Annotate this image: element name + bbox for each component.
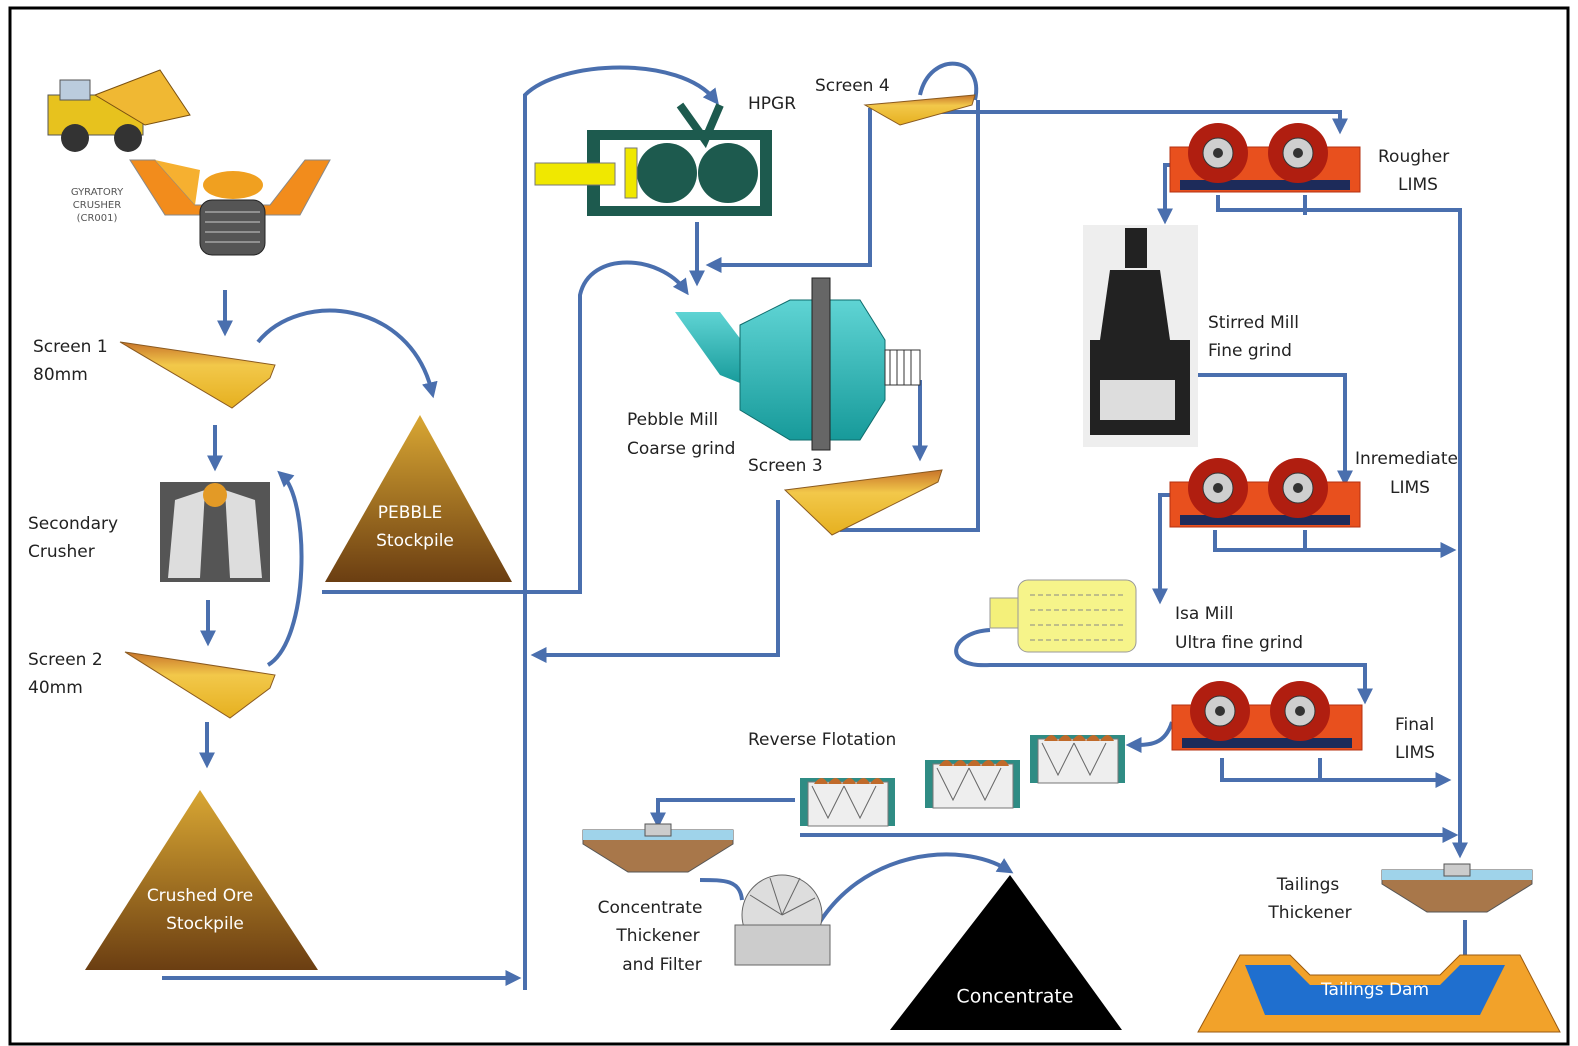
truck: [48, 70, 190, 152]
label: LIMS: [1398, 175, 1438, 195]
isa-mill: [990, 580, 1136, 652]
label: Concentrate: [598, 898, 703, 918]
truck-part: [61, 124, 89, 152]
label: Thickener: [615, 926, 699, 946]
hpgr-part: [625, 148, 637, 198]
pebble-mill-part: [812, 278, 830, 450]
screen-3: [785, 470, 942, 535]
label: HPGR: [748, 94, 796, 114]
hpgr-part: [698, 143, 758, 203]
flow-lines-part: [935, 112, 1340, 128]
label: Screen 1: [33, 337, 108, 357]
flow-lines-part: [700, 880, 742, 900]
label: (CR001): [77, 213, 118, 224]
label: Coarse grind: [627, 439, 735, 459]
process-flow-diagram: GYRATORY CRUSHER (CR001) Screen 1 80mm S…: [0, 0, 1578, 1046]
tailings-thickener: [1382, 864, 1532, 912]
hpgr-part: [637, 143, 697, 203]
intermediate-lims: [1170, 458, 1360, 527]
flotation-cell: [1030, 735, 1125, 783]
final-lims: [1172, 681, 1362, 750]
stirred-mill-part: [1125, 228, 1147, 268]
label: Screen 4: [815, 76, 890, 96]
label: 80mm: [33, 365, 88, 385]
flow-lines-part: [258, 311, 432, 392]
label: LIMS: [1395, 743, 1435, 763]
label: Final: [1395, 715, 1434, 735]
screen-2: [125, 652, 275, 718]
pebble-mill-part: [675, 312, 745, 385]
label: LIMS: [1390, 478, 1430, 498]
rougher-lims: [1170, 123, 1360, 192]
label: PEBBLE: [378, 503, 443, 523]
filter-part: [735, 925, 830, 965]
flow-lines-part: [537, 500, 778, 655]
secondary-crusher-part: [203, 483, 227, 507]
label: CRUSHER: [73, 200, 121, 211]
label: Stockpile: [376, 531, 454, 551]
stirred-mill-part: [1100, 270, 1170, 340]
label: Reverse Flotation: [748, 730, 896, 750]
isa-mill-part: [990, 598, 1020, 628]
label: Crushed Ore: [147, 886, 253, 906]
label: Fine grind: [1208, 341, 1292, 361]
flow-lines-part: [1132, 722, 1172, 745]
label: Isa Mill: [1175, 604, 1234, 624]
gyratory-crusher-part: [200, 200, 265, 255]
flow-lines-part: [920, 64, 976, 100]
label: and Filter: [622, 955, 702, 975]
stirred-mill-part: [1100, 380, 1175, 420]
concentrate-thickener: [583, 824, 733, 872]
crushed-ore-stockpile: [85, 790, 318, 970]
label: Concentrate: [956, 986, 1073, 1008]
truck-part: [60, 80, 90, 100]
screen-1: [120, 342, 275, 408]
isa-mill-part: [1018, 580, 1136, 652]
gyratory-crusher: [130, 160, 330, 255]
label: Inremediate: [1355, 449, 1458, 469]
flow-lines-part: [268, 475, 302, 665]
label: Stockpile: [166, 914, 244, 934]
stirred-mill: [1083, 225, 1198, 447]
label: Stirred Mill: [1208, 313, 1299, 333]
hpgr: [535, 105, 772, 216]
truck-part: [114, 124, 142, 152]
label: Tailings Dam: [1320, 980, 1429, 1000]
hpgr-part: [535, 163, 615, 185]
pebble-stockpile: [325, 415, 512, 582]
label: Rougher: [1378, 147, 1449, 167]
label: Thickener: [1267, 903, 1351, 923]
flow-lines-part: [1215, 530, 1450, 550]
label: Screen 2: [28, 650, 103, 670]
label: Ultra fine grind: [1175, 633, 1303, 653]
flow-lines-part: [658, 800, 795, 822]
label: Secondary: [28, 514, 118, 534]
flotation-cell: [925, 760, 1020, 808]
label: Screen 3: [748, 456, 823, 476]
label: Tailings: [1276, 875, 1340, 895]
label: Crusher: [28, 542, 95, 562]
label: GYRATORY: [71, 187, 124, 198]
label: 40mm: [28, 678, 83, 698]
label: Pebble Mill: [627, 410, 718, 430]
flotation-cell: [800, 778, 895, 826]
filter: [735, 875, 830, 965]
gyratory-crusher-part: [203, 171, 263, 199]
secondary-crusher: [160, 482, 270, 582]
